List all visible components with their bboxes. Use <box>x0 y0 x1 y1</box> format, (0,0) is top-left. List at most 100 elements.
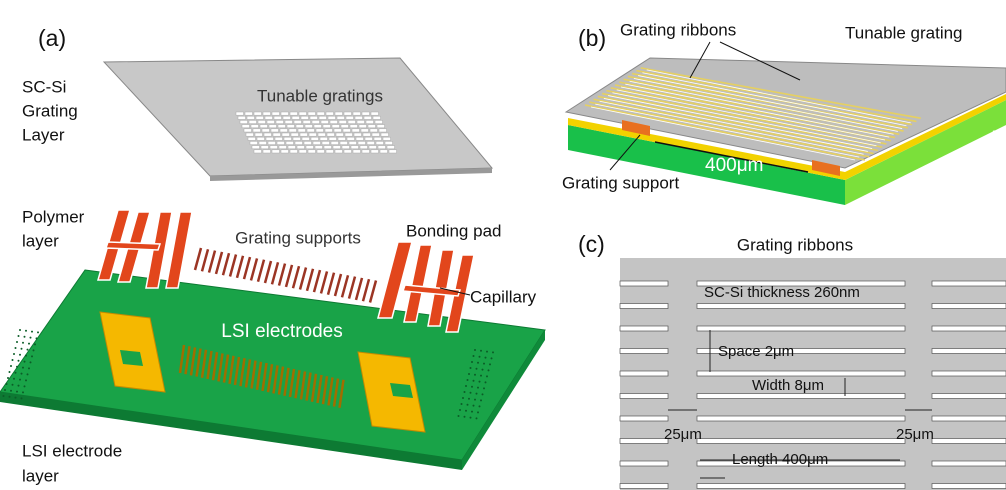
via <box>474 399 476 401</box>
grating-support <box>230 255 236 277</box>
grating-cell <box>286 141 294 144</box>
via <box>480 399 482 401</box>
grating-support <box>279 264 285 286</box>
via <box>473 355 475 357</box>
grating-cell <box>376 141 384 144</box>
via <box>13 353 15 355</box>
via <box>16 366 18 368</box>
grating-cell <box>343 129 351 132</box>
grating-cell <box>245 112 253 115</box>
grating-support <box>244 257 250 279</box>
grating-cell <box>341 125 349 128</box>
via <box>467 404 469 406</box>
grating-cell <box>357 120 365 123</box>
via <box>37 331 39 333</box>
ribbon <box>932 461 1006 466</box>
grating-cell <box>319 116 327 119</box>
grating-cell <box>351 146 359 149</box>
via <box>19 329 21 331</box>
via <box>13 378 15 380</box>
via <box>24 336 26 338</box>
via <box>477 411 479 413</box>
ribbon <box>697 484 905 489</box>
capillary-label: Capillary <box>470 287 537 306</box>
grating-cell <box>353 150 361 153</box>
grating-cell <box>333 146 341 149</box>
grating-support <box>342 275 348 297</box>
grating-cell <box>295 141 303 144</box>
grating-support <box>223 253 229 275</box>
grating-cell <box>305 125 313 128</box>
grating-cell <box>367 141 375 144</box>
grating-cell <box>361 129 369 132</box>
grating-cell <box>258 120 266 123</box>
grating-cell <box>255 133 263 136</box>
grating-cell <box>378 146 386 149</box>
grating-cell <box>322 141 330 144</box>
via <box>22 367 24 369</box>
ribbon <box>932 416 1006 421</box>
via <box>24 361 26 363</box>
grating-cell <box>372 133 380 136</box>
panel-label: (c) <box>578 231 605 257</box>
grating-support <box>265 261 271 283</box>
ribbon <box>620 394 668 399</box>
ribbon <box>697 416 905 421</box>
grating-cell <box>326 112 334 115</box>
via <box>25 330 27 332</box>
grating-cell <box>284 137 292 140</box>
grating-cell <box>236 112 244 115</box>
ribbon <box>932 349 1006 354</box>
grating-cell <box>356 137 364 140</box>
grating-cell <box>334 129 342 132</box>
layer-label: LSI electrode <box>22 441 122 460</box>
tunable-grating-label: Tunable grating <box>845 23 963 42</box>
tunable-gratings-label: Tunable gratings <box>257 86 383 105</box>
grating-cell <box>250 141 258 144</box>
via <box>486 351 488 353</box>
grating-cell <box>339 120 347 123</box>
via <box>473 380 475 382</box>
panel-label: (b) <box>578 25 606 51</box>
grating-cell <box>321 120 329 123</box>
via <box>458 415 460 417</box>
grating-cell <box>308 150 316 153</box>
via <box>36 337 38 339</box>
grating-cell <box>371 150 379 153</box>
grating-cell <box>309 133 317 136</box>
ribbon <box>620 371 668 376</box>
grating-cell <box>246 133 254 136</box>
grating-cell <box>331 141 339 144</box>
ribbon <box>697 371 905 376</box>
ribbon <box>932 281 1006 286</box>
length-label: Length 400μm <box>732 451 828 468</box>
via <box>30 361 32 363</box>
via <box>25 379 27 381</box>
via <box>486 375 488 377</box>
page: (a) SC-Si Grating Layer Tunable gratings… <box>0 0 1006 490</box>
grating-cell <box>298 129 306 132</box>
via <box>19 354 21 356</box>
via <box>15 372 17 374</box>
via <box>477 362 479 364</box>
grating-support <box>209 251 215 273</box>
grating-cell <box>288 146 296 149</box>
grating-cell <box>281 112 289 115</box>
grating-cell <box>261 146 269 149</box>
grating-support <box>195 248 201 270</box>
grating-cell <box>350 125 358 128</box>
grating-cell <box>368 125 376 128</box>
grating-cell <box>294 120 302 123</box>
via <box>31 331 33 333</box>
grating-support <box>349 277 355 299</box>
grating-cell <box>311 137 319 140</box>
via <box>464 416 466 418</box>
via <box>25 355 27 357</box>
ribbon <box>932 304 1006 309</box>
grating-cell <box>330 120 338 123</box>
grating-cell <box>256 116 264 119</box>
grating-cell <box>336 133 344 136</box>
grating-cell <box>370 129 378 132</box>
via <box>485 357 487 359</box>
grating-support <box>307 269 313 291</box>
